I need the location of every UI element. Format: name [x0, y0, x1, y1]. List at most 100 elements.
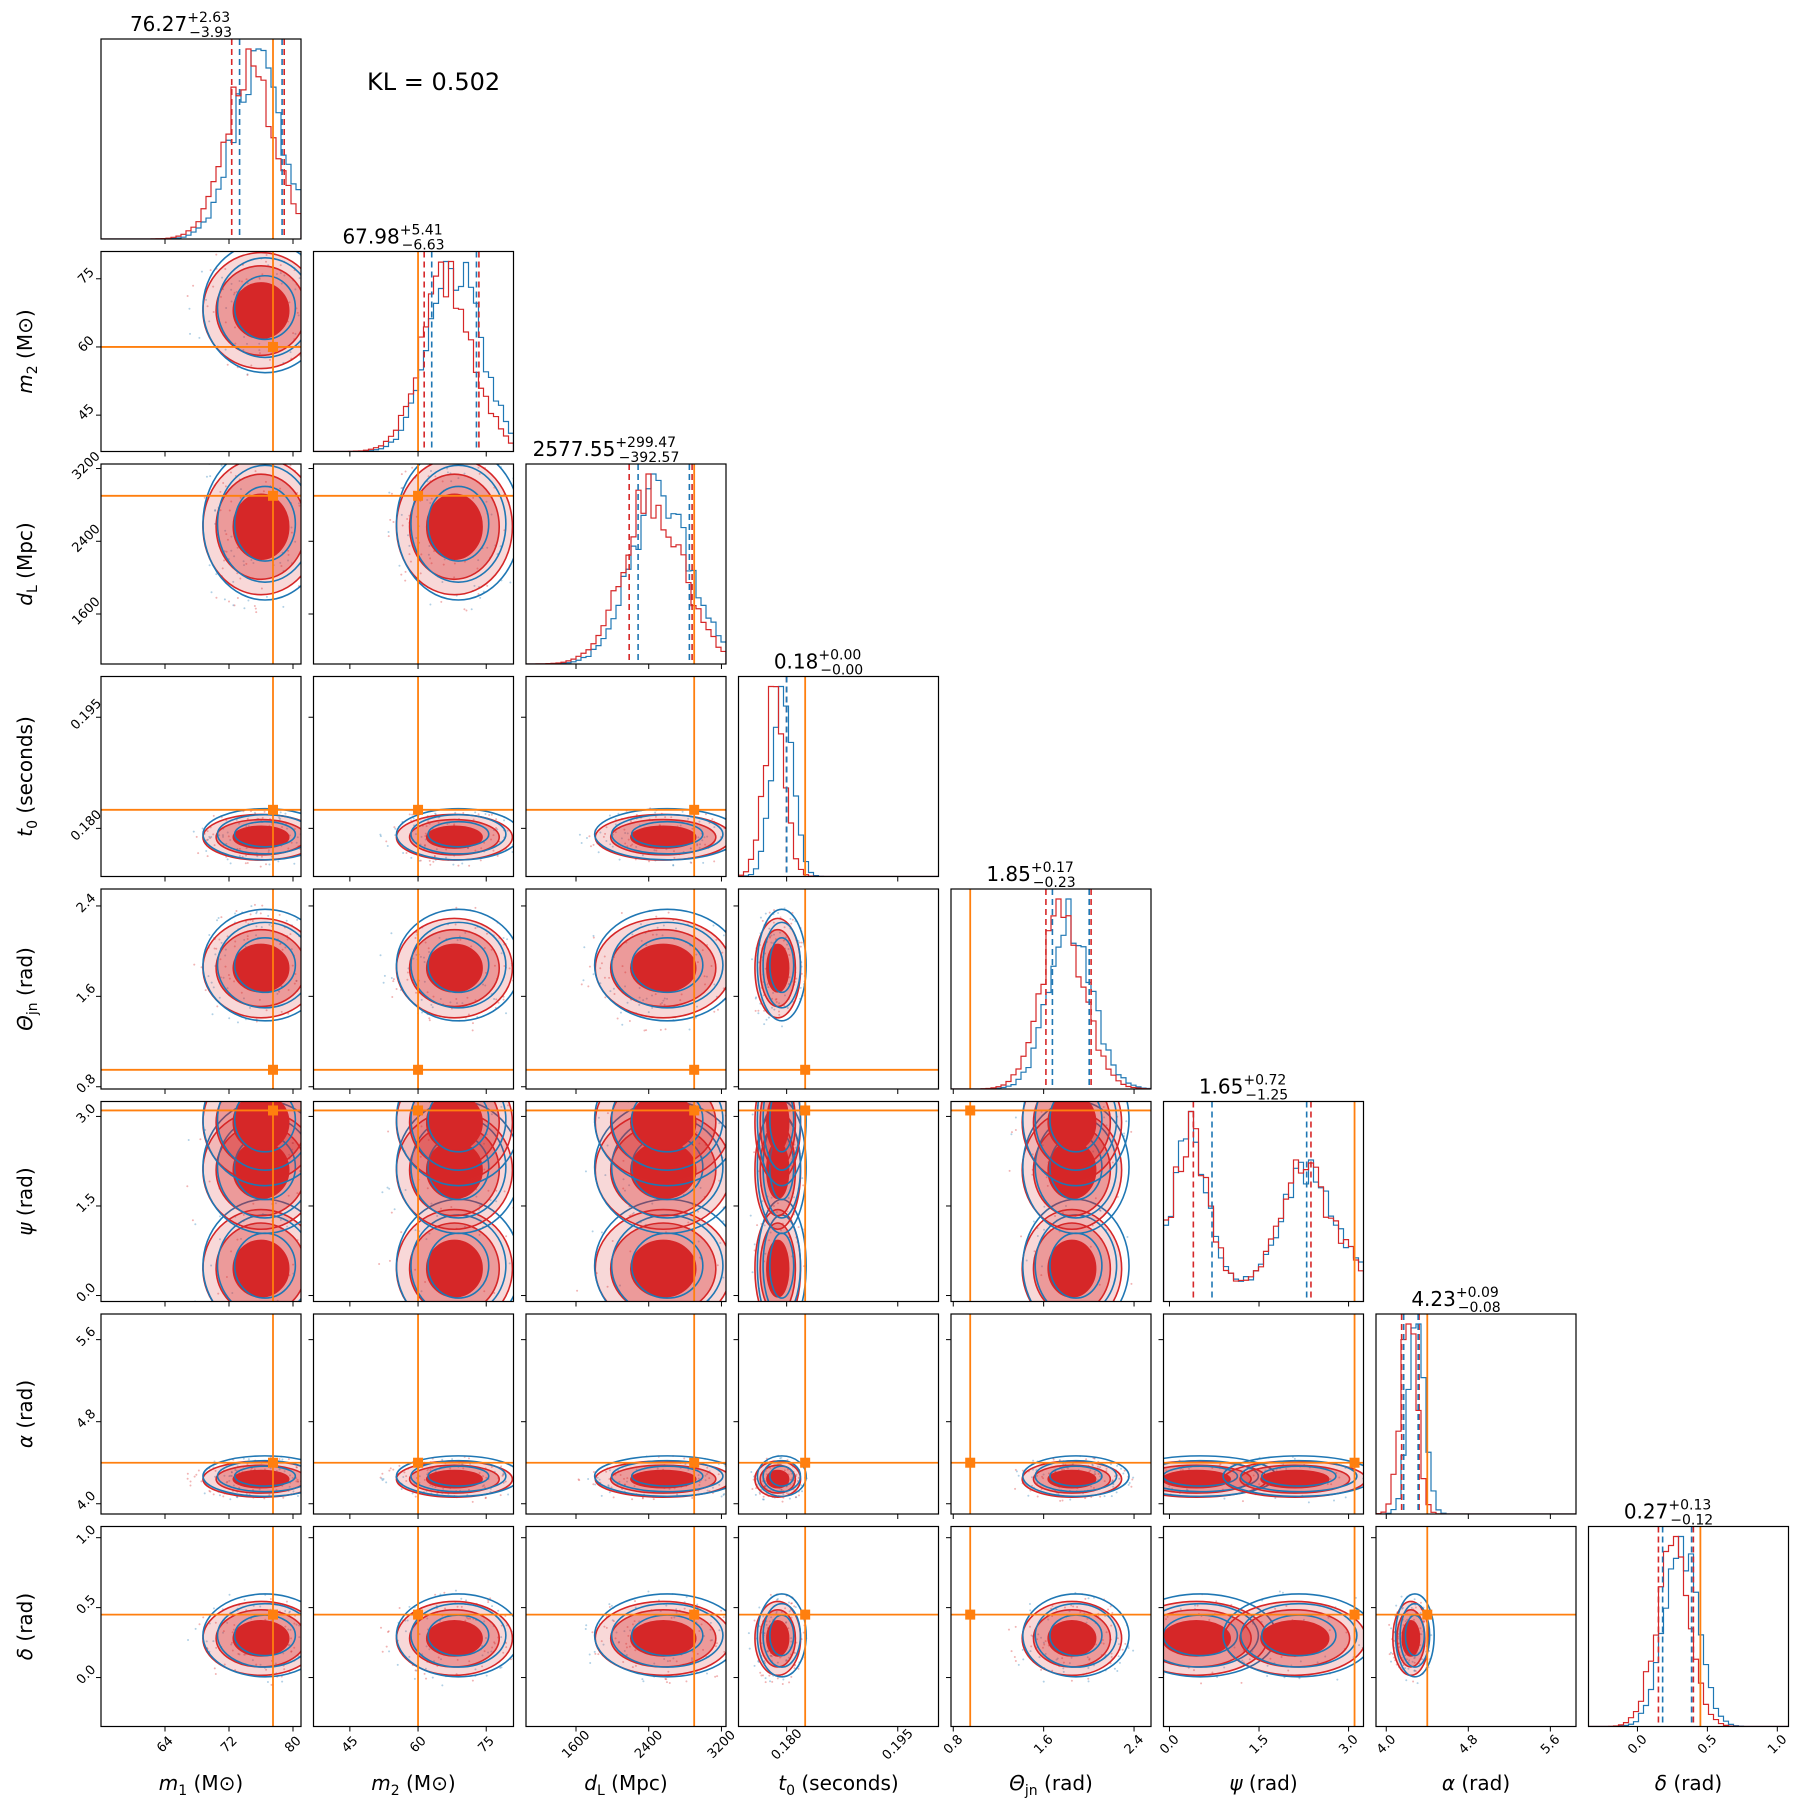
scatter-point: [205, 298, 208, 301]
scatter-point: [644, 1381, 646, 1383]
scatter-point: [722, 1220, 725, 1223]
scatter-point: [210, 835, 213, 838]
scatter-point: [224, 267, 227, 270]
scatter-point: [659, 1028, 662, 1031]
scatter-point: [269, 1467, 272, 1470]
scatter-point: [304, 1361, 306, 1363]
scatter-point: [588, 1653, 591, 1656]
panel-content: [1588, 1526, 1789, 1727]
contour-red-inner: [1163, 1619, 1231, 1657]
x-axis-label-dL: dL (Mpc): [584, 1771, 667, 1799]
scatter-point: [436, 1492, 439, 1495]
scatter-point: [785, 1659, 788, 1662]
contour-blue: [216, 464, 301, 583]
scatter-point: [519, 824, 521, 826]
x-tick-label-m1: 72: [218, 1734, 240, 1756]
scatter-point: [1397, 1642, 1400, 1645]
scatter-point: [278, 816, 281, 819]
contour-blue: [1034, 1459, 1118, 1493]
x-axis-label-m1-subscript: 1: [178, 1783, 187, 1799]
scatter-point: [757, 1660, 760, 1663]
scatter-point: [767, 1355, 769, 1357]
scatter-point: [1408, 1659, 1411, 1662]
scatter-point: [414, 1495, 417, 1498]
scatter-point: [330, 847, 332, 849]
scatter-point: [748, 1644, 750, 1646]
scatter-point: [642, 1680, 645, 1683]
scatter-point: [324, 1198, 326, 1200]
scatter-point: [1047, 986, 1049, 988]
scatter-point: [442, 1487, 445, 1490]
contour-red-inner: [630, 1239, 697, 1298]
scatter-point: [411, 813, 414, 816]
scatter-point: [619, 1011, 622, 1014]
scatter-point: [456, 939, 459, 942]
scatter-point: [605, 826, 608, 829]
scatter-point: [716, 1264, 719, 1267]
scatter-point: [788, 953, 791, 956]
scatter-point: [765, 1623, 768, 1626]
scatter-point: [616, 1017, 619, 1020]
scatter-point: [696, 1603, 699, 1606]
scatter-point: [441, 439, 443, 441]
scatter-point: [294, 1076, 296, 1078]
scatter-point: [1040, 1274, 1043, 1277]
scatter-point: [787, 948, 790, 951]
scatter-point: [592, 1483, 595, 1486]
scatter-point: [443, 1591, 446, 1594]
contour-blue: [410, 1459, 507, 1493]
scatter-point: [412, 957, 415, 960]
scatter-point: [701, 949, 704, 952]
scatter-point: [240, 280, 243, 283]
scatter-point: [1120, 1467, 1123, 1470]
scatter-point: [194, 1223, 197, 1226]
panel-frame: [950, 1525, 1152, 1728]
scatter-point: [227, 835, 230, 838]
scatter-point: [621, 1023, 624, 1026]
scatter-point: [631, 1213, 634, 1216]
scatter-point: [380, 1626, 383, 1629]
scatter-point: [705, 1473, 708, 1476]
scatter-point: [656, 1467, 659, 1470]
scatter-point: [1079, 1611, 1082, 1614]
scatter-point: [624, 831, 627, 834]
scatter-point: [1372, 1479, 1374, 1481]
scatter-point: [297, 502, 300, 505]
scatter-point: [1137, 1652, 1139, 1654]
scatter-point: [768, 936, 771, 939]
scatter-point: [325, 1142, 327, 1144]
scatter-point: [1388, 1623, 1391, 1626]
scatter-point: [1118, 1661, 1121, 1664]
scatter-point: [797, 1494, 800, 1497]
scatter-point: [653, 849, 656, 852]
y-axis-label-alpha-unit: (rad): [13, 1380, 37, 1435]
scatter-point: [473, 584, 476, 587]
scatter-point: [699, 1256, 702, 1259]
scatter-point: [607, 1484, 610, 1487]
scatter-point: [290, 1650, 293, 1653]
scatter-point: [310, 514, 312, 516]
scatter-point: [585, 1624, 588, 1627]
scatter-point: [1196, 1604, 1199, 1607]
scatter-point: [1094, 1473, 1097, 1476]
contour-blue: [1021, 1593, 1130, 1678]
scatter-point: [490, 1650, 493, 1653]
scatter-point: [1274, 1496, 1277, 1499]
panel-content: [313, 1314, 514, 1514]
scatter-point: [691, 1032, 693, 1034]
scatter-point: [690, 861, 693, 864]
scatter-point: [733, 1042, 735, 1044]
scatter-point: [222, 1630, 225, 1633]
scatter-point: [748, 1637, 750, 1639]
scatter-point: [587, 1478, 590, 1481]
scatter-point: [580, 841, 583, 844]
scatter-point: [663, 997, 666, 1000]
contour-blue: [395, 908, 514, 1022]
scatter-point: [477, 813, 480, 816]
scatter-point: [518, 821, 520, 823]
scatter-point: [226, 1384, 228, 1386]
contour-blue: [410, 1101, 507, 1171]
contour-blue: [427, 820, 490, 848]
scatter-point: [258, 998, 261, 1001]
hist-red: [951, 898, 1151, 1089]
